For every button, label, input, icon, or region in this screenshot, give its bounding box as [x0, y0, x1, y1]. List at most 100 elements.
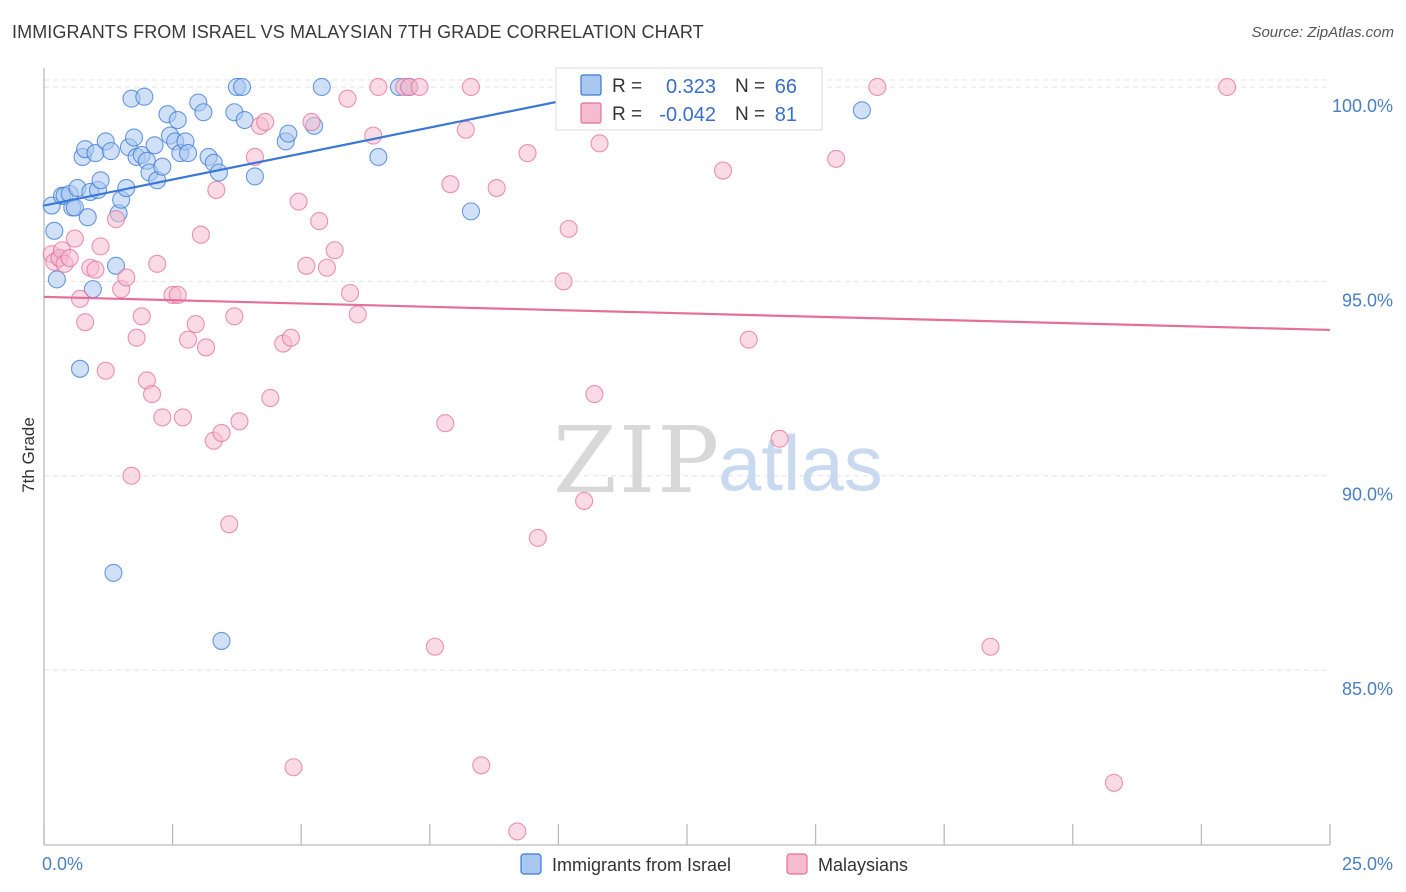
- point-malaysian-28: [191, 225, 210, 244]
- point-israel-54: [245, 167, 264, 186]
- point-malaysian-62: [472, 756, 491, 775]
- point-israel-18: [91, 171, 110, 190]
- x-tick-label-0: 0.0%: [42, 854, 83, 874]
- point-malaysian-42: [284, 758, 303, 777]
- point-malaysian-31: [207, 180, 226, 200]
- stats-pink-n-value: 81: [775, 104, 797, 126]
- y-axis-label: 7th Grade: [19, 417, 38, 493]
- stats-pink-r-value: -0.042: [659, 104, 716, 126]
- point-malaysian-78: [868, 77, 887, 97]
- axes: [43, 68, 1331, 846]
- trend-lines: [43, 85, 1331, 332]
- legend: Immigrants from Israel Malaysians: [520, 853, 908, 875]
- point-israel-1: [45, 221, 64, 240]
- point-malaysian-8: [76, 313, 95, 332]
- point-malaysian-41: [281, 328, 300, 347]
- point-malaysian-43: [289, 192, 308, 211]
- point-malaysian-51: [348, 305, 367, 324]
- point-israel-31: [135, 87, 154, 106]
- point-malaysian-68: [559, 219, 578, 238]
- point-malaysian-81: [1218, 77, 1237, 97]
- point-malaysian-25: [173, 408, 192, 427]
- point-malaysian-56: [410, 77, 429, 97]
- point-malaysian-46: [310, 212, 329, 231]
- stats-pink-n-label: N =: [735, 104, 765, 125]
- point-malaysian-33: [220, 515, 239, 534]
- y-tick-label-3: 85.0%: [1342, 679, 1393, 699]
- point-malaysian-71: [590, 134, 609, 153]
- source-label: Source: ZipAtlas.com: [1251, 24, 1394, 41]
- point-malaysian-58: [436, 414, 455, 433]
- stats-blue-r-value: 0.323: [666, 76, 716, 98]
- point-malaysian-64: [508, 822, 527, 841]
- point-israel-22: [106, 256, 126, 275]
- point-malaysian-16: [122, 466, 141, 485]
- point-malaysian-17: [127, 328, 146, 347]
- point-malaysian-27: [186, 315, 205, 334]
- point-israel-2: [47, 270, 66, 289]
- point-malaysian-79: [981, 637, 1000, 656]
- point-malaysian-53: [369, 77, 388, 97]
- point-israel-36: [153, 157, 172, 176]
- point-israel-43: [178, 144, 198, 163]
- point-israel-53: [235, 110, 254, 130]
- point-malaysian-48: [325, 241, 344, 260]
- point-malaysian-34: [225, 307, 244, 326]
- point-malaysian-44: [297, 256, 316, 275]
- watermark: ZIP atlas: [553, 407, 883, 514]
- point-malaysian-38: [256, 112, 275, 132]
- data-points: [42, 77, 1237, 841]
- point-malaysian-45: [302, 112, 321, 132]
- point-malaysian-76: [770, 429, 789, 448]
- watermark-atlas: atlas: [718, 419, 883, 507]
- point-israel-45: [194, 103, 213, 122]
- point-israel-58: [312, 77, 331, 97]
- point-malaysian-26: [178, 330, 198, 349]
- point-malaysian-66: [528, 528, 547, 547]
- point-malaysian-61: [461, 77, 481, 97]
- point-malaysian-50: [341, 283, 360, 303]
- point-israel-56: [279, 124, 298, 143]
- point-israel-49: [212, 631, 231, 650]
- point-malaysian-47: [317, 258, 336, 277]
- point-malaysian-52: [364, 126, 383, 145]
- point-malaysian-6: [65, 229, 84, 248]
- stats-blue-n-value: 66: [775, 76, 797, 98]
- point-israel-59: [369, 147, 388, 167]
- point-israel-28: [124, 128, 144, 147]
- point-malaysian-20: [142, 385, 162, 404]
- point-israel-10: [70, 359, 90, 378]
- legend-label-malaysians: Malaysians: [818, 855, 908, 875]
- point-malaysian-18: [132, 307, 151, 326]
- tick-labels: 100.0% 95.0% 90.0% 85.0% 0.0% 25.0%: [42, 96, 1393, 874]
- point-malaysian-12: [96, 361, 115, 380]
- point-israel-40: [168, 110, 187, 130]
- x-tick-label-1: 25.0%: [1342, 854, 1393, 874]
- y-tick-label-0: 100.0%: [1332, 96, 1393, 116]
- point-israel-20: [101, 142, 120, 161]
- y-tick-label-1: 95.0%: [1342, 290, 1393, 310]
- point-malaysian-49: [338, 89, 357, 108]
- point-israel-13: [78, 208, 97, 227]
- trend-line-malaysian: [43, 295, 1331, 332]
- point-israel-62: [461, 202, 481, 221]
- stats-pink-r-label: R =: [612, 104, 642, 125]
- point-israel-21: [104, 563, 123, 582]
- chart-title: IMMIGRANTS FROM ISRAEL VS MALAYSIAN 7TH …: [12, 22, 704, 42]
- point-malaysian-77: [827, 149, 846, 168]
- point-malaysian-67: [554, 272, 573, 291]
- point-malaysian-10: [86, 260, 105, 279]
- point-malaysian-63: [487, 179, 506, 198]
- legend-swatch-malaysians: [786, 853, 808, 875]
- point-malaysian-13: [106, 210, 126, 229]
- y-tick-label-2: 90.0%: [1342, 485, 1393, 505]
- stats-blue-n-label: N =: [735, 76, 765, 97]
- stats-legend-box: R = 0.323 N = 66 R = -0.042 N = 81: [555, 67, 823, 131]
- point-malaysian-22: [153, 408, 172, 427]
- point-israel-65: [852, 101, 871, 120]
- point-malaysian-29: [196, 338, 216, 357]
- point-malaysian-60: [456, 120, 475, 139]
- point-israel-34: [145, 136, 164, 155]
- grid-lines: [44, 79, 1330, 671]
